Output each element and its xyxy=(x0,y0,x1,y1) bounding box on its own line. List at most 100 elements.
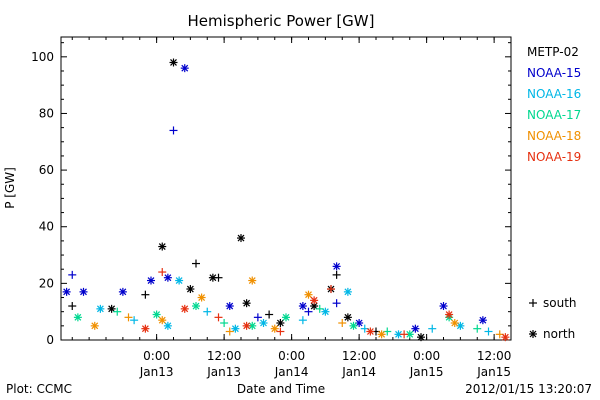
y-tick-label: 20 xyxy=(39,276,54,290)
noaa-16-point xyxy=(343,287,352,296)
chart-title: Hemispheric Power [GW] xyxy=(188,12,375,30)
noaa-16-point xyxy=(231,324,240,333)
noaa-19-point xyxy=(366,327,375,336)
noaa-19-point xyxy=(501,333,510,342)
metp-02-point xyxy=(68,302,77,311)
noaa-16-point xyxy=(175,276,184,285)
x-tick-time: 0:00 xyxy=(278,349,305,363)
metp-02-point xyxy=(265,310,274,319)
noaa-17-point xyxy=(220,319,229,328)
noaa-16-point xyxy=(394,330,403,339)
legend-noaa-18: NOAA-18 xyxy=(527,129,581,143)
x-tick-time: 0:00 xyxy=(413,349,440,363)
noaa-19-point xyxy=(214,313,223,322)
metp-02-point xyxy=(276,319,285,328)
x-tick-time: 12:00 xyxy=(477,349,512,363)
legend-noaa-19: NOAA-19 xyxy=(527,150,581,164)
noaa-15-point xyxy=(411,324,420,333)
noaa-16-point xyxy=(203,307,212,316)
noaa-15-point xyxy=(225,302,234,311)
noaa-18-point xyxy=(124,313,133,322)
noaa-19-point xyxy=(400,330,409,339)
x-tick-date: Jan15 xyxy=(409,365,444,379)
noaa-19-point xyxy=(141,324,150,333)
noaa-17-point xyxy=(473,324,482,333)
noaa-15-point xyxy=(180,64,189,73)
metp-02-point xyxy=(141,290,150,299)
noaa-16-point xyxy=(130,316,139,325)
x-axis: 0:00 Jan13 12:00 Jan13 0:00 Jan14 12:00 Jan14 0:… xyxy=(71,37,512,379)
plot-timestamp: 2012/01/15 13:20:07 xyxy=(465,382,592,396)
y-axis: 0 20 40 60 80 100 xyxy=(31,42,511,347)
legend-metp-02: METP-02 xyxy=(527,45,579,59)
noaa-16-point xyxy=(484,327,493,336)
y-tick-label: 100 xyxy=(31,50,54,64)
noaa-16-point xyxy=(163,321,172,330)
noaa-19-point xyxy=(327,285,335,294)
noaa-19-point xyxy=(310,296,319,305)
noaa-15-point xyxy=(163,273,172,282)
noaa-15-point xyxy=(118,287,127,296)
x-tick-date: Jan14 xyxy=(274,365,309,379)
noaa-17-point xyxy=(192,302,200,311)
noaa-15-point xyxy=(68,270,77,279)
noaa-16-point xyxy=(428,324,437,333)
noaa-18-point xyxy=(248,276,257,285)
noaa-18-point xyxy=(158,316,167,325)
noaa-17-point xyxy=(282,313,290,322)
noaa-15-point xyxy=(79,287,88,296)
marker-legend-symbol-south xyxy=(529,299,537,307)
noaa-18-point xyxy=(225,327,234,336)
noaa-19-point xyxy=(445,310,454,319)
marker-legend-north: north xyxy=(543,327,575,341)
noaa-19-point xyxy=(180,304,189,313)
metp-02-point xyxy=(332,270,341,279)
marker-legend-south: south xyxy=(543,296,577,310)
metp-02-point xyxy=(214,273,223,282)
noaa-15-point xyxy=(169,126,178,135)
noaa-17-point xyxy=(113,307,122,316)
noaa-15-point xyxy=(62,287,71,296)
x-tick-date: Jan13 xyxy=(206,365,241,379)
x-tick-time: 12:00 xyxy=(207,349,242,363)
noaa-19-point xyxy=(276,327,285,336)
noaa-16-point xyxy=(96,304,105,313)
noaa-17-point xyxy=(349,321,358,330)
noaa-18-point xyxy=(90,321,99,330)
y-tick-label: 40 xyxy=(39,220,54,234)
noaa-16-point xyxy=(259,319,268,328)
x-tick-time: 0:00 xyxy=(143,349,170,363)
y-tick-label: 60 xyxy=(39,163,54,177)
noaa-15-point xyxy=(478,316,487,325)
marker-legend-symbol-north xyxy=(529,330,537,338)
noaa-18-point xyxy=(197,293,206,302)
plot-credit: Plot: CCMC xyxy=(6,382,72,396)
x-tick-date: Jan13 xyxy=(139,365,174,379)
noaa-15-point xyxy=(304,307,313,316)
metp-02-point xyxy=(417,333,425,342)
legend-noaa-17: NOAA-17 xyxy=(527,108,581,122)
metp-02-point xyxy=(208,273,217,282)
noaa-18-point xyxy=(377,330,386,339)
noaa-16-point xyxy=(456,321,465,330)
noaa-17-point xyxy=(152,310,161,319)
noaa-15-point xyxy=(332,299,341,308)
noaa-15-point xyxy=(332,262,341,271)
plot-frame xyxy=(60,36,512,341)
metp-02-point xyxy=(237,234,245,243)
marker-legend: south north xyxy=(529,296,577,341)
metp-02-point xyxy=(242,299,251,308)
noaa-15-point xyxy=(439,302,448,311)
noaa-15-point xyxy=(147,276,155,285)
y-axis-label: P [GW] xyxy=(3,167,17,209)
noaa-18-point xyxy=(270,324,279,333)
noaa-15-point xyxy=(298,302,307,311)
noaa-19-point xyxy=(158,268,167,277)
y-tick-label: 80 xyxy=(39,106,54,120)
noaa-18-point xyxy=(338,319,347,328)
x-tick-time: 12:00 xyxy=(342,349,377,363)
metp-02-point xyxy=(192,259,200,268)
y-tick-label: 0 xyxy=(46,333,54,347)
legend-noaa-16: NOAA-16 xyxy=(527,87,581,101)
